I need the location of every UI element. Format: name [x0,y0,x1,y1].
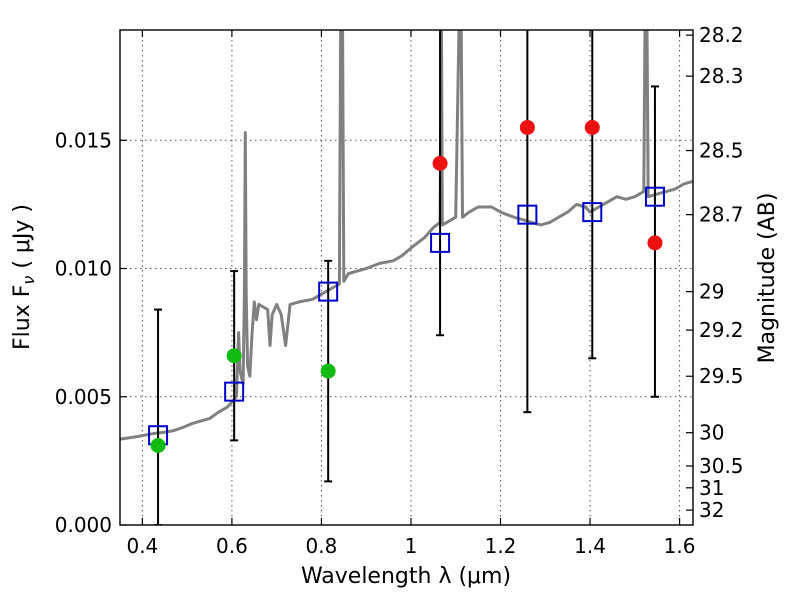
y-label-sub: ν [19,276,38,285]
x-axis-label: Wavelength λ (μm) [301,564,511,589]
y-tick-label: 0.015 [55,128,112,152]
model-square-marker [224,381,245,402]
right-tick-label: 29.5 [699,364,744,388]
right-tick-label: 28.2 [699,23,744,47]
y-tick-label: 0.010 [55,257,112,281]
x-tick-label: 1 [405,534,418,558]
right-tick-label: 30 [699,421,724,445]
detection-point [226,348,242,364]
x-tick-label: 0.6 [216,534,248,558]
y-label-main: Flux F [10,285,35,350]
model-square-marker [430,232,451,253]
x-tick-label: 1.6 [664,534,696,558]
y-axis-label-right: Magnitude (AB) [755,193,780,364]
model-square-marker [517,204,538,225]
axes: 0.4 0.6 0.8 1 1.2 1.4 1.6 0.000 0.005 0.010 0.015 2… [55,23,744,558]
detection-point [584,119,600,135]
x-tick-label: 1.4 [574,534,606,558]
right-tick-label: 28.3 [699,64,744,88]
model-square-marker [644,186,665,207]
detection-point [647,235,663,251]
detection-point [432,155,448,171]
y-tick-label: 0.000 [55,513,112,537]
model-square-marker [318,281,339,302]
detection-point [519,119,535,135]
plot-area [120,30,693,525]
right-tick-label: 29 [699,280,724,304]
grid-lines [120,30,693,525]
y-label-unit: ( μJy ) [10,204,35,276]
detection-point [150,437,166,453]
y-tick-label: 0.005 [55,385,112,409]
x-tick-label: 1.2 [485,534,517,558]
detection-point [320,363,336,379]
x-tick-label: 0.4 [126,534,158,558]
right-tick-label: 28.7 [699,203,744,227]
right-tick-label: 30.5 [699,454,744,478]
plot-frame [119,29,694,526]
spectrum-line [120,30,693,441]
y-axis-label-left: Flux Fν ( μJy ) [10,204,38,350]
right-tick-label: 29.2 [699,318,744,342]
x-tick-label: 0.8 [306,534,338,558]
right-tick-label: 28.5 [699,139,744,163]
right-tick-label: 31 [699,476,724,500]
model-square-marker [582,202,603,223]
right-tick-label: 32 [699,498,724,522]
